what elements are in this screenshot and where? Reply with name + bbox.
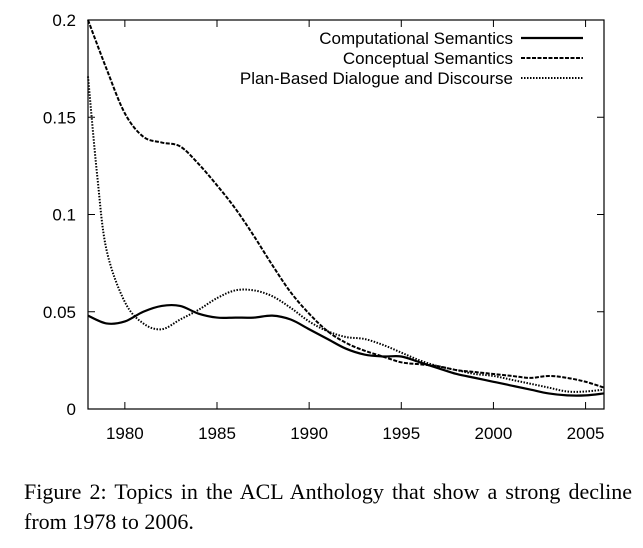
x-tick-label: 1995 <box>382 424 420 443</box>
legend-label-0: Computational Semantics <box>319 29 513 48</box>
x-tick-label: 2000 <box>475 424 513 443</box>
y-tick-label: 0.15 <box>43 108 76 127</box>
y-tick-label: 0.2 <box>52 11 76 30</box>
legend-label-2: Plan-Based Dialogue and Discourse <box>240 69 513 88</box>
series-line-0 <box>87 303 605 397</box>
x-tick-label: 1980 <box>106 424 144 443</box>
figure-caption: Figure 2: Topics in the ACL Anthology th… <box>24 479 632 534</box>
series-line-2 <box>87 76 605 393</box>
y-tick-label: 0.1 <box>52 206 76 225</box>
y-tick-label: 0 <box>67 400 76 419</box>
axis-ticks: 1980 1985 1990 1995 2000 2005 0 0.05 0.1 0.15 0.2 <box>43 11 605 443</box>
x-tick-label: 1985 <box>198 424 236 443</box>
y-tick-label: 0.05 <box>43 303 76 322</box>
x-tick-label: 2005 <box>567 424 605 443</box>
series-lines <box>87 19 605 397</box>
x-tick-label: 1990 <box>290 424 328 443</box>
line-chart: 1980 1985 1990 1995 2000 200500.050.10.150.2 … <box>43 11 605 443</box>
legend-label-1: Conceptual Semantics <box>343 49 513 68</box>
series-line-1 <box>87 19 605 389</box>
